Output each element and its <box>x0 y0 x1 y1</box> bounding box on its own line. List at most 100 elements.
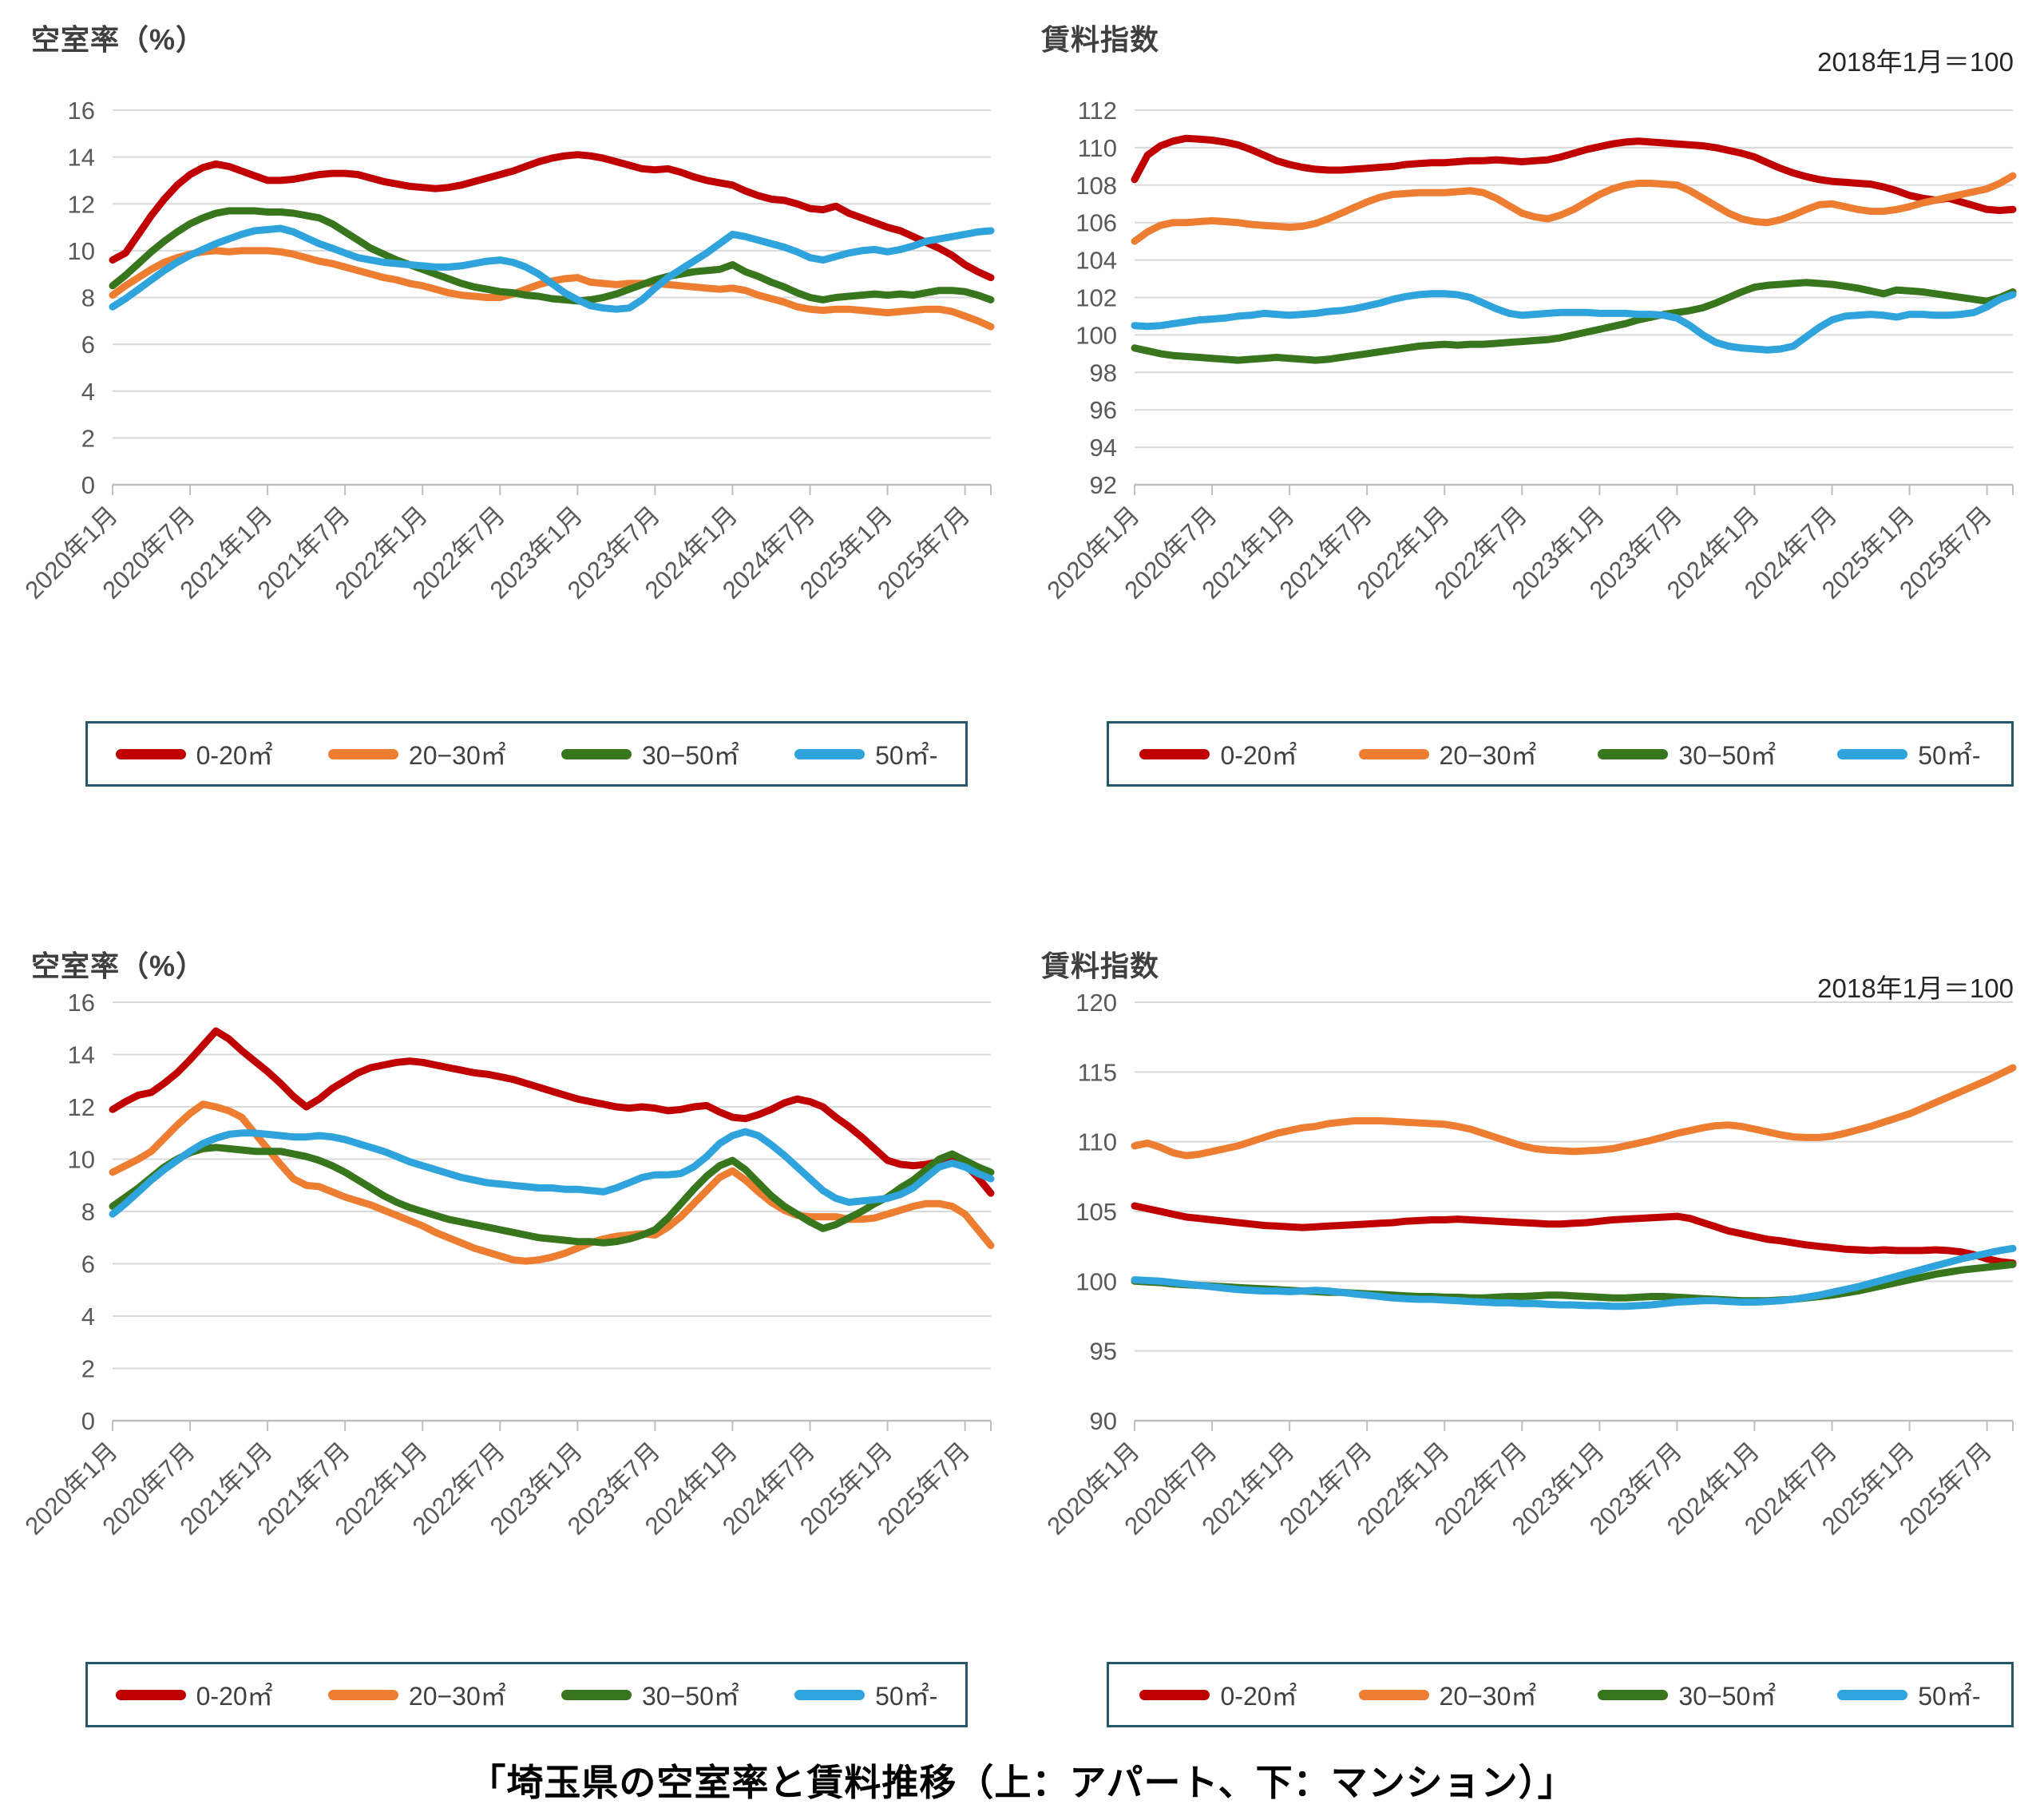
y-tick-label: 104 <box>1075 247 1117 275</box>
legend-apartment-rent: 0-20㎡ 20−30㎡ 30−50㎡ 50㎡- <box>1107 721 2014 787</box>
legend-line-swatch <box>1598 748 1669 759</box>
legend-label: 0-20㎡ <box>196 741 273 770</box>
apartment-vacancy-plot: 16141210864202020年1月2020年7月2021年1月2021年7… <box>19 97 995 605</box>
legend-line-swatch <box>561 1689 632 1700</box>
legend-line-swatch <box>1358 1689 1429 1700</box>
y-tick-label: 94 <box>1090 434 1117 462</box>
legend-mansion-vacancy: 0-20㎡ 20−30㎡ 30−50㎡ 50㎡- <box>85 1662 968 1727</box>
legend-label: 30−50㎡ <box>1678 741 1777 770</box>
base-period-annotation: 2018年1月＝100 <box>1817 47 2014 77</box>
x-ticks <box>112 485 992 495</box>
legend-line-swatch <box>561 748 632 759</box>
y-tick-label: 108 <box>1075 172 1117 200</box>
y-tick-label: 115 <box>1078 1058 1117 1086</box>
legend-label: 30−50㎡ <box>1678 1682 1777 1711</box>
legend-item-20−30㎡: 20−30㎡ <box>1358 1676 1536 1713</box>
y-tick-label: 6 <box>81 331 95 359</box>
legend-label: 50㎡- <box>875 741 938 770</box>
y-tick-label: 10 <box>68 1146 95 1174</box>
mansion-rent-plot: 12011511010510095902020年1月2020年7月2021年1月… <box>1041 989 2017 1540</box>
series-line-0-20㎡ <box>109 151 995 282</box>
legend-line-swatch <box>794 1689 866 1700</box>
y-tick-label: 95 <box>1090 1338 1117 1366</box>
series-line-0-20㎡ <box>1131 134 2017 214</box>
legend-line-swatch <box>115 1689 186 1700</box>
x-ticks <box>1134 1421 2014 1431</box>
y-tick-label: 4 <box>81 378 95 406</box>
y-tick-label: 105 <box>1075 1198 1117 1226</box>
legend-line-swatch <box>1358 748 1429 759</box>
y-tick-label: 0 <box>81 1407 95 1435</box>
legend-item-0-20㎡: 0-20㎡ <box>1139 736 1297 772</box>
series-line-50㎡- <box>1131 290 2017 354</box>
legend-line-swatch <box>1139 1689 1210 1700</box>
legend-label: 50㎡- <box>1918 741 1981 770</box>
gridlines <box>113 1001 991 1422</box>
y-tick-label: 8 <box>81 1198 95 1226</box>
legend-line-swatch <box>1837 748 1908 759</box>
gridlines <box>1135 1001 2013 1422</box>
x-ticks <box>112 1421 992 1431</box>
y-tick-label: 10 <box>68 237 95 265</box>
legend-item-30−50㎡: 30−50㎡ <box>1598 736 1776 772</box>
chart-block-apartment-vacancy: 空室率（%） 16 14 12 10 8 6 4 2 0 2020年1月 2020年7月 2021年1… <box>19 12 1028 820</box>
y-tick-label: 0 <box>81 471 95 499</box>
legend-label: 20−30㎡ <box>408 1682 506 1711</box>
y-tick-label: 110 <box>1078 134 1117 162</box>
y-tick-label: 110 <box>1078 1128 1117 1156</box>
legend-label: 0-20㎡ <box>1220 1682 1297 1711</box>
y-tick-label: 112 <box>1078 97 1117 125</box>
y-tick-label: 92 <box>1090 471 1117 499</box>
y-tick-label: 12 <box>68 1093 95 1121</box>
y-tick-label: 100 <box>1075 1267 1117 1295</box>
series-line-20−30㎡ <box>1131 1064 2017 1160</box>
legend-line-swatch <box>1598 1689 1669 1700</box>
series-line-30−50㎡ <box>1131 279 2017 364</box>
chart-title-mansion-vacancy: 空室率（%） <box>31 950 206 982</box>
legend-item-50㎡-: 50㎡- <box>1837 1676 1981 1713</box>
legend-line-swatch <box>794 748 866 759</box>
y-tick-label: 8 <box>81 284 95 312</box>
series-line-50㎡- <box>109 1128 995 1218</box>
series-line-30−50㎡ <box>109 1144 995 1247</box>
series-line-0-20㎡ <box>109 1027 995 1197</box>
chart-title-mansion-rent: 賃料指数 <box>1041 950 1160 982</box>
legend-label: 20−30㎡ <box>408 741 506 770</box>
x-ticks <box>1134 485 2014 495</box>
y-tick-label: 14 <box>68 144 95 172</box>
y-tick-label: 4 <box>81 1303 95 1330</box>
legend-line-swatch <box>1139 748 1210 759</box>
series-line-20−30㎡ <box>1131 172 2017 245</box>
legend-line-swatch <box>115 748 186 759</box>
gridlines <box>1135 109 2013 486</box>
y-tick-label: 16 <box>68 989 95 1017</box>
legend-item-50㎡-: 50㎡- <box>1837 736 1981 772</box>
apartment-rent-plot: 112110108106104102100989694922020年1月2020… <box>1041 97 2017 605</box>
legend-label: 50㎡- <box>875 1682 938 1711</box>
y-tick-label: 2 <box>81 1355 95 1383</box>
legend-mansion-rent: 0-20㎡ 20−30㎡ 30−50㎡ 50㎡- <box>1107 1662 2014 1727</box>
y-tick-label: 16 <box>68 97 95 125</box>
legend-apartment-vacancy: 0-20㎡ 20−30㎡ 30−50㎡ 50㎡- <box>85 721 968 787</box>
legend-label: 20−30㎡ <box>1439 741 1537 770</box>
legend-item-50㎡-: 50㎡- <box>794 1676 937 1713</box>
legend-line-swatch <box>1837 1689 1908 1700</box>
series-line-30−50㎡ <box>109 207 995 305</box>
legend-item-0-20㎡: 0-20㎡ <box>115 736 273 772</box>
legend-label: 0-20㎡ <box>196 1682 273 1711</box>
legend-label: 0-20㎡ <box>1220 741 1297 770</box>
legend-item-20−30㎡: 20−30㎡ <box>327 1676 506 1713</box>
series-line-20−30㎡ <box>109 247 995 331</box>
legend-label: 30−50㎡ <box>642 1682 739 1711</box>
y-tick-label: 2 <box>81 424 95 452</box>
chart-block-mansion-rent: 賃料指数 2018年1月＝100 120 115 110 105 100 95 90 2020… <box>1030 938 2038 1747</box>
legend-line-swatch <box>327 748 398 759</box>
mansion-vacancy-plot: 16141210864202020年1月2020年7月2021年1月2021年7… <box>19 989 995 1540</box>
figure-caption: 「埼玉県の空室率と賃料推移（上：アパート、下：マンション）」 <box>469 1762 1575 1803</box>
legend-item-0-20㎡: 0-20㎡ <box>115 1676 273 1713</box>
y-tick-label: 120 <box>1075 989 1117 1017</box>
legend-item-20−30㎡: 20−30㎡ <box>1358 736 1537 772</box>
legend-item-20−30㎡: 20−30㎡ <box>327 736 506 772</box>
y-tick-label: 90 <box>1090 1407 1117 1435</box>
